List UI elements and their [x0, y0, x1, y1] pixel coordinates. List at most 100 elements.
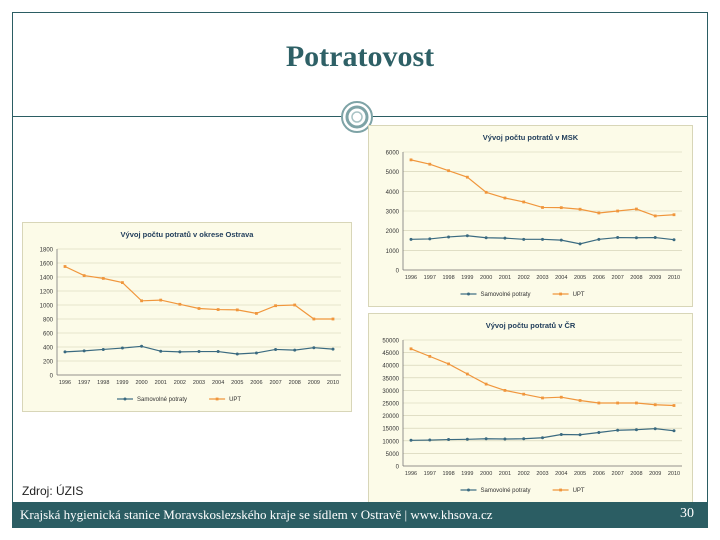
data-point — [63, 350, 67, 354]
y-tick-label: 2000 — [386, 229, 400, 235]
x-tick-label: 1997 — [78, 380, 90, 386]
y-tick-label: 800 — [43, 318, 54, 324]
data-point — [312, 346, 316, 350]
x-tick-label: 1996 — [59, 380, 71, 386]
y-tick-label: 25000 — [382, 402, 399, 408]
data-point — [82, 274, 86, 277]
data-point — [484, 190, 488, 194]
legend-label: UPT — [573, 292, 585, 298]
data-point — [653, 427, 657, 431]
x-tick-label: 1996 — [405, 275, 417, 281]
x-tick-label: 1998 — [442, 471, 454, 477]
y-tick-label: 1000 — [40, 304, 54, 310]
data-point — [522, 237, 526, 241]
y-tick-label: 3000 — [386, 210, 400, 216]
data-point — [254, 351, 258, 355]
data-point — [522, 392, 526, 396]
data-point — [101, 347, 105, 351]
series-line — [64, 265, 333, 320]
x-tick-label: 2006 — [593, 471, 605, 477]
x-tick-label: 1999 — [461, 275, 473, 281]
data-point — [178, 350, 182, 354]
x-tick-label: 1998 — [97, 380, 109, 386]
x-tick-label: 2004 — [555, 275, 567, 281]
data-point — [541, 396, 544, 400]
legend-label: Samovolné potraty — [481, 292, 531, 298]
y-tick-label: 6000 — [386, 151, 400, 157]
source-note: Zdroj: ÚZIS — [22, 484, 84, 498]
data-point — [428, 162, 432, 166]
x-tick-label: 1998 — [442, 275, 454, 281]
data-point — [331, 317, 335, 321]
data-point — [409, 347, 413, 351]
data-point — [82, 349, 86, 353]
y-tick-label: 20000 — [382, 414, 399, 420]
x-tick-label: 1997 — [424, 275, 436, 281]
y-tick-label: 1800 — [40, 248, 54, 254]
data-point — [484, 437, 488, 441]
data-point — [235, 352, 239, 356]
legend-marker — [559, 488, 562, 492]
data-point — [409, 438, 413, 442]
legend-label: UPT — [229, 397, 241, 403]
data-point — [465, 234, 469, 238]
x-tick-label: 1996 — [405, 471, 417, 477]
x-tick-label: 2005 — [574, 275, 586, 281]
data-point — [484, 382, 488, 386]
data-point — [216, 350, 220, 354]
x-tick-label: 2001 — [499, 275, 511, 281]
x-tick-label: 2010 — [668, 275, 680, 281]
y-tick-label: 600 — [43, 332, 54, 338]
x-tick-label: 2010 — [327, 380, 339, 386]
x-tick-label: 2005 — [574, 471, 586, 477]
data-point — [178, 302, 182, 306]
data-point — [634, 236, 638, 240]
data-point — [503, 236, 507, 240]
x-tick-label: 2010 — [668, 471, 680, 477]
y-tick-label: 1400 — [40, 276, 54, 282]
y-tick-label: 15000 — [382, 427, 399, 433]
x-tick-label: 2003 — [536, 275, 548, 281]
y-tick-label: 10000 — [382, 439, 399, 445]
y-tick-label: 30000 — [382, 389, 399, 395]
data-point — [672, 404, 676, 407]
x-tick-label: 2003 — [536, 471, 548, 477]
data-point — [465, 372, 469, 376]
y-tick-label: 50000 — [382, 339, 399, 345]
y-tick-label: 5000 — [386, 452, 400, 458]
data-point — [447, 235, 451, 239]
x-tick-label: 2001 — [155, 380, 167, 386]
data-point — [672, 429, 676, 433]
data-point — [634, 428, 638, 432]
legend-label: UPT — [573, 488, 585, 494]
data-point — [428, 354, 432, 358]
data-point — [616, 209, 620, 213]
data-point — [672, 213, 676, 217]
y-tick-label: 400 — [43, 346, 54, 352]
legend-label: Samovolné potraty — [137, 397, 187, 403]
data-point — [274, 347, 278, 351]
data-point — [293, 348, 297, 352]
data-point — [597, 237, 601, 241]
x-tick-label: 2000 — [135, 380, 147, 386]
data-point — [235, 308, 239, 312]
data-point — [121, 281, 124, 284]
slide-title: Potratovost — [285, 40, 435, 73]
x-tick-label: 1999 — [116, 380, 128, 386]
data-point — [465, 437, 469, 441]
data-point — [447, 169, 450, 173]
x-tick-label: 2003 — [193, 380, 205, 386]
data-point — [484, 236, 488, 240]
data-point — [616, 236, 620, 240]
y-tick-label: 0 — [396, 269, 400, 275]
legend-marker — [559, 292, 562, 296]
chart-msk-svg: Vývoj počtu potratů v MSK 0 1000 2000 3000 40… — [386, 133, 682, 298]
legend-marker — [123, 397, 127, 401]
y-tick-label: 5000 — [386, 170, 400, 176]
y-tick-label: 1000 — [386, 249, 400, 255]
x-tick-label: 2002 — [174, 380, 186, 386]
chart-cr-svg: Vývoj počtu potratů v ČR 0 5000 10000 15000 2… — [382, 321, 682, 494]
data-point — [293, 303, 297, 307]
data-point — [635, 207, 638, 211]
data-point — [597, 430, 601, 434]
